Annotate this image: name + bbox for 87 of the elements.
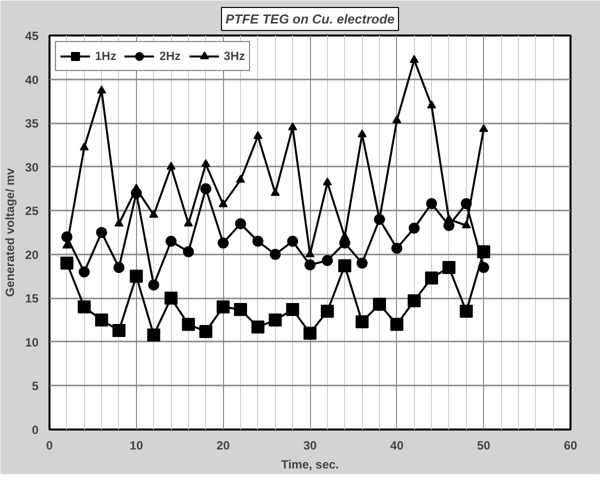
legend-label: 1Hz xyxy=(95,49,116,63)
legend-label: 3Hz xyxy=(224,49,246,63)
point xyxy=(78,266,90,278)
point xyxy=(112,324,126,338)
y-tick-label: 35 xyxy=(25,116,39,131)
point xyxy=(218,199,228,208)
y-tick-label: 20 xyxy=(25,248,39,262)
y-axis-title: Generated voltage/ mv xyxy=(3,168,18,297)
point xyxy=(426,198,438,210)
point xyxy=(78,300,91,314)
x-tick-label: 60 xyxy=(564,438,578,452)
point xyxy=(235,218,246,230)
point xyxy=(410,54,419,63)
point xyxy=(479,124,488,132)
x-tick-label: 0 xyxy=(46,438,54,452)
point xyxy=(391,242,402,254)
point xyxy=(338,259,352,272)
x-tick-label: 20 xyxy=(216,438,230,452)
point xyxy=(392,115,402,124)
point xyxy=(166,162,176,170)
point xyxy=(356,258,368,269)
point xyxy=(149,210,158,218)
point xyxy=(478,262,490,274)
point xyxy=(462,220,471,228)
y-tick-label: 5 xyxy=(32,379,39,394)
point xyxy=(182,318,195,331)
point xyxy=(320,304,334,318)
point xyxy=(184,218,193,227)
point xyxy=(130,270,143,283)
point xyxy=(97,86,106,94)
point xyxy=(460,304,473,318)
point xyxy=(95,314,108,327)
point xyxy=(80,142,89,150)
y-tick-label: 10 xyxy=(25,335,39,350)
x-tick-label: 10 xyxy=(130,438,144,452)
point xyxy=(268,314,282,327)
chart-title: PTFE TEG on Cu. electrode xyxy=(225,12,395,26)
y-tick-label: 40 xyxy=(25,72,39,87)
y-tick-label: 45 xyxy=(25,29,39,43)
point xyxy=(218,238,229,248)
point xyxy=(270,188,280,196)
point xyxy=(304,259,316,270)
point xyxy=(200,183,212,194)
point xyxy=(340,232,350,240)
point xyxy=(252,236,264,247)
point xyxy=(372,298,386,311)
y-tick-label: 15 xyxy=(25,292,39,306)
point xyxy=(60,256,74,270)
point xyxy=(253,131,262,139)
point xyxy=(236,174,246,183)
point xyxy=(216,300,230,314)
point xyxy=(356,315,369,328)
point xyxy=(390,318,404,331)
y-tick-label: 30 xyxy=(25,160,39,174)
point xyxy=(182,246,194,258)
point xyxy=(147,328,160,342)
point xyxy=(442,261,456,274)
point xyxy=(251,320,264,334)
x-tick-label: 30 xyxy=(303,438,317,452)
x-tick-label: 40 xyxy=(390,438,404,452)
point xyxy=(444,214,454,222)
point xyxy=(113,262,124,274)
point xyxy=(96,227,108,238)
point xyxy=(114,218,124,227)
point xyxy=(408,222,420,234)
point xyxy=(322,255,333,266)
point xyxy=(427,100,436,108)
point xyxy=(304,326,316,340)
point xyxy=(164,292,178,305)
point xyxy=(234,303,248,316)
point xyxy=(199,324,212,338)
point xyxy=(288,122,298,130)
point xyxy=(358,129,367,138)
point xyxy=(287,236,298,247)
point xyxy=(201,159,210,168)
point xyxy=(425,272,438,285)
y-tick-label: 0 xyxy=(32,423,39,437)
point xyxy=(148,280,160,291)
point xyxy=(166,236,177,247)
x-tick-label: 50 xyxy=(476,438,491,452)
point xyxy=(322,177,332,186)
point xyxy=(270,248,281,260)
y-tick-label: 25 xyxy=(25,204,39,218)
x-axis-title: Time, sec. xyxy=(281,458,339,472)
point xyxy=(286,303,300,316)
point xyxy=(408,294,421,308)
legend-label: 2Hz xyxy=(159,49,181,63)
